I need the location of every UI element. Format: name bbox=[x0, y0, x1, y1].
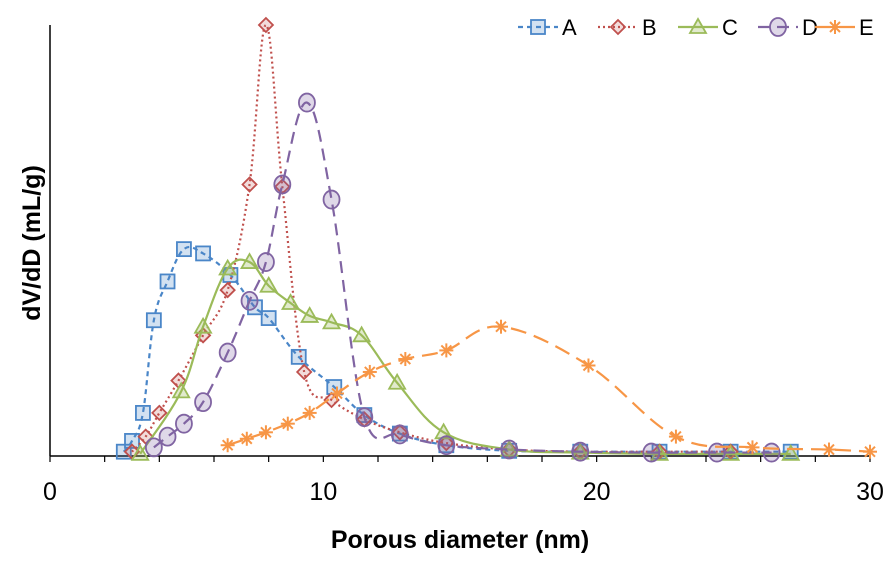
data-point bbox=[171, 381, 191, 399]
data-point bbox=[124, 433, 140, 449]
data-point bbox=[280, 293, 301, 310]
data-point bbox=[193, 316, 213, 334]
series-E bbox=[220, 319, 877, 459]
plot-area bbox=[115, 16, 877, 463]
legend-label: B bbox=[642, 15, 657, 40]
series-line bbox=[153, 101, 772, 454]
y-axis-title: dV/dD (mL/g) bbox=[18, 165, 46, 321]
data-point bbox=[219, 281, 236, 299]
legend-item: E bbox=[815, 15, 874, 40]
legend-label: A bbox=[562, 15, 577, 40]
data-point bbox=[434, 422, 454, 440]
data-point bbox=[218, 342, 237, 363]
data-point bbox=[688, 17, 708, 34]
data-point bbox=[194, 392, 212, 413]
legend-item: D bbox=[758, 15, 818, 40]
data-point bbox=[135, 404, 151, 421]
legend-item: B bbox=[598, 15, 657, 40]
data-point bbox=[145, 312, 162, 329]
data-point bbox=[257, 252, 275, 272]
series-line bbox=[139, 258, 791, 456]
data-point bbox=[241, 176, 258, 193]
data-point bbox=[321, 312, 342, 330]
x-tick-label: 10 bbox=[309, 478, 337, 506]
x-tick-label: 0 bbox=[43, 478, 57, 506]
data-point bbox=[159, 273, 176, 290]
data-point bbox=[258, 425, 273, 440]
series-line bbox=[131, 23, 731, 453]
data-point bbox=[130, 444, 150, 461]
data-point bbox=[239, 252, 260, 269]
data-point bbox=[330, 386, 344, 401]
legend-label: D bbox=[802, 15, 818, 40]
data-point bbox=[500, 439, 519, 460]
data-point bbox=[391, 424, 409, 441]
data-point bbox=[439, 343, 454, 358]
legend-item: A bbox=[518, 15, 577, 40]
series-line bbox=[227, 325, 871, 453]
data-point bbox=[398, 352, 413, 367]
data-point bbox=[176, 241, 192, 258]
data-point bbox=[362, 364, 377, 379]
data-point bbox=[151, 404, 168, 422]
data-point bbox=[390, 424, 409, 445]
data-point bbox=[240, 290, 259, 311]
legend-item: C bbox=[678, 15, 738, 40]
series-B bbox=[123, 16, 739, 460]
data-point bbox=[571, 441, 590, 462]
data-point bbox=[300, 306, 320, 323]
data-point bbox=[322, 189, 341, 210]
data-point bbox=[280, 416, 295, 431]
x-tick-label: 20 bbox=[583, 478, 611, 506]
x-tick-label: 30 bbox=[856, 478, 884, 506]
data-point bbox=[298, 92, 316, 113]
data-point bbox=[175, 413, 193, 434]
x-axis-title: Porous diameter (nm) bbox=[331, 526, 589, 554]
data-point bbox=[218, 258, 238, 276]
data-point bbox=[239, 431, 254, 446]
legend: A B C D E bbox=[518, 15, 874, 40]
data-point bbox=[144, 437, 163, 458]
data-point bbox=[863, 444, 877, 459]
data-point bbox=[295, 363, 313, 381]
legend-label: C bbox=[722, 15, 738, 40]
data-point bbox=[822, 442, 836, 457]
data-point bbox=[769, 17, 787, 37]
data-point bbox=[437, 435, 456, 456]
data-point bbox=[355, 407, 374, 428]
data-point bbox=[260, 310, 277, 326]
data-point bbox=[195, 245, 211, 262]
data-point bbox=[745, 440, 760, 455]
data-point bbox=[220, 438, 235, 453]
data-point bbox=[352, 325, 372, 343]
data-point bbox=[642, 442, 661, 463]
data-point bbox=[762, 442, 781, 463]
legend-label: E bbox=[859, 15, 874, 40]
data-point bbox=[387, 372, 407, 390]
data-point bbox=[257, 16, 275, 34]
data-point bbox=[781, 444, 801, 461]
data-point bbox=[828, 20, 842, 34]
data-point bbox=[708, 442, 726, 463]
data-point bbox=[158, 426, 177, 447]
data-point bbox=[668, 429, 683, 444]
data-point bbox=[609, 18, 627, 36]
data-point bbox=[273, 174, 292, 195]
data-point bbox=[494, 319, 508, 334]
data-point bbox=[302, 405, 317, 420]
data-point bbox=[290, 348, 307, 365]
data-point bbox=[530, 19, 546, 35]
data-point bbox=[259, 275, 279, 293]
series-D bbox=[144, 92, 781, 463]
data-point bbox=[581, 358, 596, 373]
